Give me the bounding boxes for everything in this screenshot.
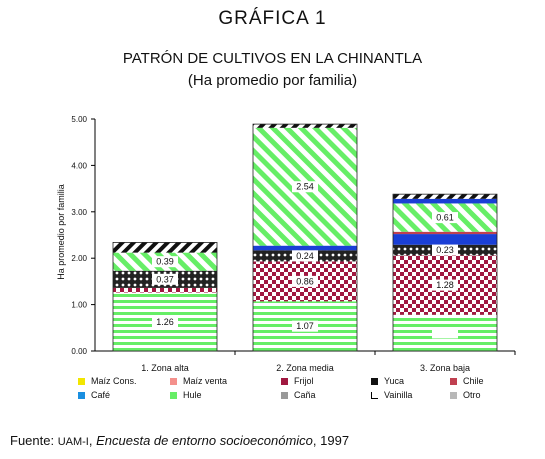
bar-segment-vainilla (113, 242, 217, 253)
legend-item: Maíz venta (170, 376, 227, 386)
legend-swatch (281, 377, 288, 385)
bar-segment-frijol (113, 287, 217, 293)
legend-label: Maíz venta (183, 376, 228, 386)
legend-label: Maíz Cons. (91, 376, 137, 386)
chart-title: PATRÓN DE CULTIVOS EN LA CHINANTLA (122, 50, 423, 67)
y-tick-label: 4.00 (71, 161, 87, 170)
bar-segment-vainilla (253, 124, 357, 128)
legend-swatch (170, 391, 177, 399)
legend-item: Caña (281, 390, 316, 400)
legend-swatch (78, 377, 85, 385)
legend-item: Otro (450, 390, 481, 400)
source-prefix: Fuente: (10, 433, 58, 448)
bar-outline (252, 123, 358, 352)
data-label-box (432, 212, 458, 224)
bar-segment-caf- (393, 234, 497, 245)
legend-label: Otro (463, 390, 481, 400)
data-label-box (292, 320, 318, 332)
source-title: Encuesta de entorno socioeconómico (96, 433, 313, 448)
x-tick-label: 1. Zona alta (141, 363, 189, 373)
bar-outline (112, 242, 218, 352)
legend-label: Frijol (294, 376, 314, 386)
bar-segment-chile (393, 231, 497, 235)
x-tick-label: 3. Zona baja (420, 363, 470, 373)
legend-swatch (450, 377, 457, 385)
legend-swatch (281, 391, 288, 399)
data-label: 0.37 (156, 274, 174, 284)
source-sep: , (88, 433, 97, 448)
data-label: 0.39 (156, 257, 174, 267)
y-tick-label: 2.00 (71, 254, 87, 263)
data-label: 0.24 (296, 251, 314, 261)
legend-item: Vainilla (371, 390, 412, 400)
data-label-box (432, 279, 458, 291)
bar-segment-caf- (253, 245, 357, 251)
stacked-bar-chart: Ha promedio por familia 0.00 1.00 2.00 3.00… (56, 115, 516, 373)
bar-segment-vainilla (393, 194, 497, 199)
bar-segment-ca-a (393, 198, 497, 204)
legend-label: Yuca (384, 376, 405, 386)
data-label: 0.61 (436, 213, 454, 223)
y-axis-label: Ha promedio por familia (56, 184, 66, 280)
data-label: 1.28 (436, 280, 454, 290)
legend-item: Yuca (371, 376, 404, 386)
y-tick-label: 5.00 (71, 115, 87, 124)
data-label: 0.23 (436, 245, 454, 255)
legend-item: Hule (170, 390, 202, 400)
data-label-box (292, 181, 318, 193)
x-tick-label: 2. Zona media (276, 363, 334, 373)
bar-outline (392, 193, 498, 352)
data-label: 0.86 (296, 276, 314, 286)
data-label: 2.54 (296, 182, 314, 192)
legend-item: Frijol (281, 376, 314, 386)
y-tick-label: 3.00 (71, 208, 87, 217)
y-tick-label: 0.00 (71, 347, 87, 356)
legend-swatch (450, 391, 457, 399)
data-label-box (152, 256, 178, 268)
legend-swatch (371, 391, 378, 399)
legend-swatch (78, 391, 85, 399)
legend-label: Hule (183, 390, 202, 400)
legend-label: Vainilla (384, 390, 413, 400)
legend-item: Café (78, 390, 110, 400)
figure-label: GRÁFICA 1 (218, 8, 327, 29)
legend-item: Maíz Cons. (78, 376, 137, 386)
legend-label: Caña (294, 390, 316, 400)
chart-subtitle: (Ha promedio por familia) (187, 72, 358, 89)
y-tick-label: 1.00 (71, 301, 87, 310)
data-label: 1.26 (156, 317, 174, 327)
data-label-box (432, 327, 458, 339)
source-org: UAM-I (57, 436, 89, 448)
data-label-box (152, 316, 178, 328)
data-label-box (152, 273, 178, 285)
legend-swatch (170, 377, 177, 385)
source-note: Fuente: UAM-I, Encuesta de entorno socio… (10, 433, 349, 448)
legend-swatch (371, 377, 378, 385)
data-label: 1.07 (296, 321, 314, 331)
source-year: , 1997 (312, 433, 350, 448)
data-label-box (292, 275, 318, 287)
data-label-box (432, 244, 458, 256)
legend-item: Chile (450, 376, 484, 386)
data-label-box (292, 250, 318, 262)
legend-label: Chile (463, 376, 484, 386)
legend-label: Café (91, 390, 111, 400)
